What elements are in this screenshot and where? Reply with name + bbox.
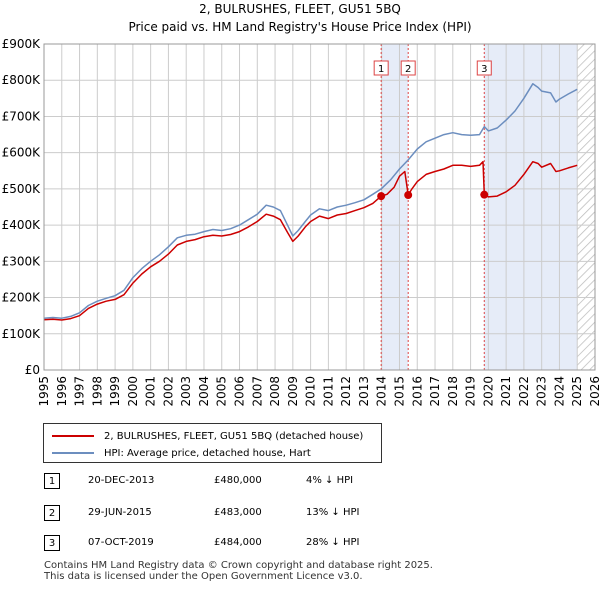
x-tick-label: 2017	[428, 376, 442, 407]
x-tick-label: 2012	[339, 376, 353, 407]
transaction-price: £484,000	[214, 537, 262, 548]
chart-subtitle: Price paid vs. HM Land Registry's House …	[128, 20, 471, 34]
x-tick-label: 2020	[481, 376, 495, 407]
legend-label-hpi: HPI: Average price, detached house, Hart	[104, 447, 311, 459]
transaction-date: 07-OCT-2019	[88, 537, 154, 548]
sale-point	[377, 192, 386, 201]
sale-number-label: 2	[405, 64, 411, 75]
x-tick-label: 2001	[144, 376, 158, 407]
x-tick-label: 2022	[517, 376, 531, 407]
price-chart: 2, BULRUSHES, FLEET, GU51 5BQ Price paid…	[2, 2, 600, 407]
y-tick-label: £0	[25, 363, 40, 377]
x-tick-label: 2003	[179, 376, 193, 407]
x-tick-label: 1999	[108, 376, 122, 407]
x-tick-label: 2024	[552, 376, 566, 407]
x-tick-label: 2011	[321, 376, 335, 407]
legend-swatch-property	[52, 435, 94, 437]
y-tick-label: £300K	[2, 254, 42, 268]
legend-item-hpi: HPI: Average price, detached house, Hart	[52, 445, 311, 461]
ownership-shade	[381, 44, 409, 370]
sale-point	[480, 190, 489, 199]
x-tick-label: 2019	[464, 376, 478, 407]
transaction-price: £483,000	[214, 507, 262, 518]
x-tick-label: 2023	[535, 376, 549, 407]
y-tick-label: £900K	[2, 37, 42, 51]
y-tick-label: £100K	[2, 327, 42, 341]
x-tick-label: 2021	[499, 376, 513, 407]
x-tick-label: 1995	[37, 376, 51, 407]
x-tick-label: 2025	[570, 376, 584, 407]
transaction-date: 29-JUN-2015	[88, 507, 152, 518]
x-tick-label: 2018	[446, 376, 460, 407]
transaction-number: 1	[44, 473, 60, 489]
footer-license: This data is licensed under the Open Gov…	[44, 571, 363, 582]
sale-point	[404, 191, 413, 200]
x-tick-label: 2000	[126, 376, 140, 407]
x-tick-label: 2004	[197, 376, 211, 407]
x-tick-label: 2010	[304, 376, 318, 407]
transaction-hpi-diff: 13% ↓ HPI	[306, 507, 360, 518]
x-tick-label: 2009	[286, 376, 300, 407]
x-tick-label: 2008	[268, 376, 282, 407]
sale-number-box	[476, 60, 492, 76]
future-hatch	[577, 44, 595, 370]
sale-number-label: 3	[481, 64, 487, 75]
x-tick-label: 2014	[375, 376, 389, 407]
transaction-number: 3	[44, 535, 60, 551]
transaction-date: 20-DEC-2013	[88, 475, 155, 486]
chart-title: 2, BULRUSHES, FLEET, GU51 5BQ	[199, 2, 401, 16]
x-tick-label: 2005	[215, 376, 229, 407]
ownership-shade	[484, 44, 578, 370]
x-tick-label: 1996	[55, 376, 69, 407]
y-tick-label: £500K	[2, 182, 42, 196]
x-tick-label: 2002	[161, 376, 175, 407]
y-tick-label: £400K	[2, 218, 42, 232]
transaction-hpi-diff: 4% ↓ HPI	[306, 475, 354, 486]
transaction-number: 2	[44, 505, 60, 521]
sale-number-box	[373, 60, 389, 76]
sale-number-label: 1	[378, 64, 384, 75]
y-tick-label: £700K	[2, 109, 42, 123]
legend-swatch-hpi	[52, 452, 94, 454]
footer-copyright: Contains HM Land Registry data © Crown c…	[44, 560, 433, 571]
x-tick-label: 2015	[392, 376, 406, 407]
property-price-line	[44, 160, 578, 321]
y-tick-label: £800K	[2, 73, 42, 87]
x-tick-label: 2026	[588, 376, 600, 407]
legend-item-property: 2, BULRUSHES, FLEET, GU51 5BQ (detached …	[52, 428, 363, 444]
y-tick-label: £200K	[2, 291, 42, 305]
transaction-hpi-diff: 28% ↓ HPI	[306, 537, 360, 548]
chart-legend: 2, BULRUSHES, FLEET, GU51 5BQ (detached …	[43, 423, 382, 463]
transaction-price: £480,000	[214, 475, 262, 486]
footer: Contains HM Land Registry data © Crown c…	[44, 560, 433, 582]
x-tick-label: 2016	[410, 376, 424, 407]
sale-number-box	[400, 60, 416, 76]
x-tick-label: 1997	[73, 376, 87, 407]
plot-frame	[43, 43, 596, 371]
x-tick-label: 2007	[250, 376, 264, 407]
x-tick-label: 1998	[90, 376, 104, 407]
y-tick-label: £600K	[2, 146, 42, 160]
legend-label-property: 2, BULRUSHES, FLEET, GU51 5BQ (detached …	[104, 430, 364, 442]
x-tick-label: 2013	[357, 376, 371, 407]
hpi-line	[44, 83, 578, 319]
x-tick-label: 2006	[233, 376, 247, 407]
